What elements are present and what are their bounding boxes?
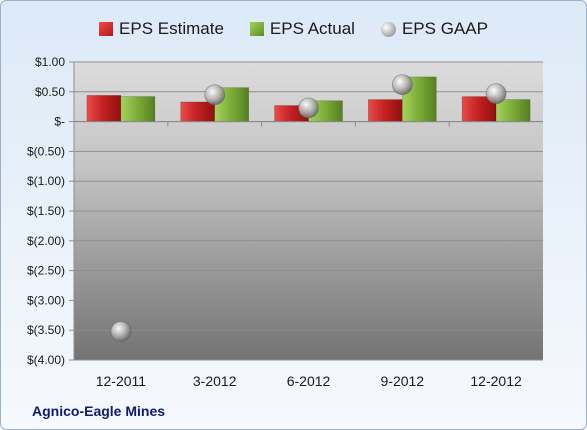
y-tick-label: $- (54, 115, 65, 129)
marker-gaap (391, 74, 413, 96)
bar-estimate (180, 101, 215, 122)
legend-item-eps-estimate: EPS Estimate (99, 19, 224, 39)
x-tick-label: 12-2011 (96, 373, 147, 389)
bar-actual (495, 99, 531, 122)
x-tick-label: 3-2012 (193, 373, 237, 389)
legend-label-eps-gaap: EPS GAAP (401, 19, 488, 38)
x-tick-label: 12-2012 (470, 373, 522, 389)
legend-swatch-eps-gaap (380, 21, 396, 37)
x-axis-ticks: 12-2011 3-2012 6-2012 9-2012 12-2012 (96, 373, 522, 389)
y-axis-ticks: $1.00 $0.50 $- $(0.50) $(1.00) $(1.50) $(2.00)… (27, 55, 65, 367)
marker-gaap (298, 97, 319, 119)
y-tick-label: $(3.00) (27, 293, 65, 307)
bar-estimate (367, 99, 403, 122)
legend-item-eps-gaap: EPS GAAP (380, 19, 488, 39)
legend-label-eps-estimate: EPS Estimate (119, 19, 224, 38)
legend-item-eps-actual: EPS Actual (249, 19, 355, 39)
company-caption: Agnico-Eagle Mines (32, 403, 166, 419)
bar-actual (120, 96, 156, 122)
legend: EPS Estimate EPS Actual EPS GAAP (0, 14, 587, 44)
x-tick-label: 9-2012 (381, 373, 425, 389)
gaap-markers (110, 74, 507, 342)
y-tick-label: $0.50 (35, 85, 65, 99)
legend-label-eps-actual: EPS Actual (269, 19, 355, 38)
y-tick-label: $(2.00) (27, 234, 65, 248)
marker-gaap (110, 320, 132, 342)
marker-gaap (485, 83, 507, 104)
legend-swatch-eps-estimate (99, 22, 114, 36)
legend-swatch-eps-actual (249, 22, 264, 36)
y-tick-label: $(1.50) (27, 204, 65, 218)
y-tick-label: $(0.50) (27, 144, 65, 158)
bar-estimate (86, 95, 122, 122)
y-tick-label: $(4.00) (27, 353, 65, 367)
y-tick-label: $1.00 (35, 55, 65, 69)
y-tick-label: $(3.50) (27, 323, 65, 337)
y-tick-label: $(2.50) (27, 264, 65, 278)
x-tick-label: 6-2012 (287, 373, 331, 389)
y-tick-label: $(1.00) (27, 174, 65, 188)
marker-gaap (204, 84, 226, 106)
